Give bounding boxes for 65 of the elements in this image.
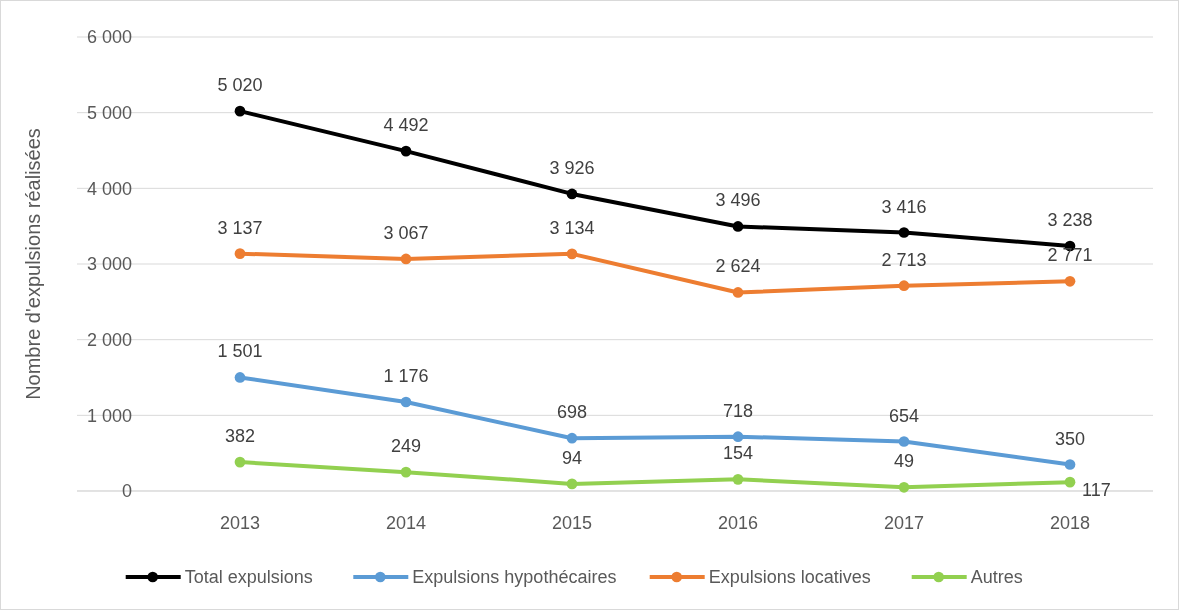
data-label: 117 [1082,480,1111,501]
data-label: 1 176 [383,366,429,387]
point [898,436,910,447]
point [1064,476,1076,488]
x-tick-label: 2013 [219,513,261,533]
legend-label: Total expulsions [184,567,313,588]
y-tick-label: 0 [121,481,132,502]
data-label: 249 [390,436,422,457]
data-label: 94 [561,447,583,468]
x-tick-label: 2017 [883,513,925,533]
legend-label: Autres [970,567,1023,588]
data-label: 3 137 [217,217,263,238]
y-axis-title: Nombre d'expulsions réalisées [22,128,44,400]
point [898,227,910,238]
point [400,396,412,408]
point [234,456,246,468]
x-tick-label: 2016 [717,513,759,533]
point [400,253,412,265]
point [732,287,744,298]
point [234,105,246,117]
data-label: 2 771 [1047,245,1093,266]
point [234,248,246,259]
y-tick-label: 4 000 [86,178,132,199]
point [898,481,910,493]
x-tick-label: 2014 [385,513,427,533]
legend-label: Expulsions hypothécaires [412,567,617,588]
point [566,478,578,490]
point [1064,275,1076,287]
point [898,280,910,292]
data-label: 654 [888,405,920,426]
point [732,474,744,485]
data-label: 5 020 [217,75,263,96]
y-tick-label: 3 000 [86,254,132,275]
x-tick-label: 2018 [1049,513,1091,533]
point [732,431,744,443]
data-label: 1 501 [217,341,263,362]
data-label: 3 067 [383,222,429,243]
data-label: 154 [722,443,754,464]
data-label: 3 496 [715,190,761,211]
point [400,145,412,157]
y-tick-label: 2 000 [86,329,132,350]
data-label: 718 [722,400,754,421]
data-label: 382 [224,426,256,447]
data-label: 2 713 [881,249,927,270]
data-label: 350 [1054,428,1086,449]
point [566,248,578,260]
point [1064,459,1076,470]
point [566,432,578,444]
point [234,372,246,383]
point [732,221,744,232]
data-label: 3 238 [1047,209,1093,230]
x-tick-label: 2015 [551,513,593,533]
y-tick-label: 6 000 [86,27,132,48]
data-label: 3 926 [549,157,595,178]
data-label: 698 [556,402,588,423]
data-label: 3 134 [549,217,595,238]
legend-label: Expulsions locatives [708,567,871,588]
data-label: 49 [893,451,915,472]
data-label: 3 416 [881,196,927,217]
point [566,188,578,200]
y-tick-label: 5 000 [86,102,132,123]
point [400,466,412,478]
y-tick-label: 1 000 [86,405,132,426]
data-label: 2 624 [715,256,761,277]
data-label: 4 492 [383,115,429,136]
